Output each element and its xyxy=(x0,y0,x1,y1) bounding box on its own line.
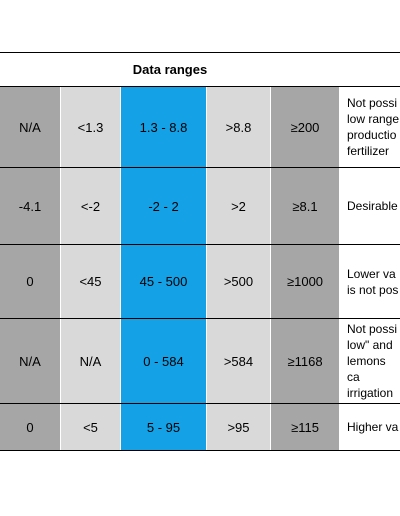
cell-note: Not possi low range productio fertilizer xyxy=(347,96,400,158)
cell-col3: 1.3 - 8.8 xyxy=(121,87,206,167)
cell-col4: >2 xyxy=(207,168,270,244)
cell-col2: <5 xyxy=(61,404,120,450)
cell-note: Desirable xyxy=(347,199,398,213)
cell-col5: ≥1168 xyxy=(271,319,339,403)
row-border xyxy=(0,244,400,245)
cell-col5: ≥115 xyxy=(271,404,339,450)
cell-col4: >500 xyxy=(207,245,270,318)
row-border xyxy=(0,318,400,319)
cell-col1: N/A xyxy=(0,87,60,167)
cell-col4: >8.8 xyxy=(207,87,270,167)
cell-col1: 0 xyxy=(0,245,60,318)
cell-col2: <-2 xyxy=(61,168,120,244)
cell-col2: <45 xyxy=(61,245,120,318)
cell-col1: -4.1 xyxy=(0,168,60,244)
cell-col1: N/A xyxy=(0,319,60,403)
cell-col5: ≥200 xyxy=(271,87,339,167)
table-title: Data ranges xyxy=(132,61,208,77)
cell-col2: <1.3 xyxy=(61,87,120,167)
row-border xyxy=(0,167,400,168)
row-border xyxy=(0,403,400,404)
cell-col3: 45 - 500 xyxy=(121,245,206,318)
table-bottom-border xyxy=(0,450,400,451)
table-top-border xyxy=(0,52,400,53)
cell-col2: N/A xyxy=(61,319,120,403)
cell-col1: 0 xyxy=(0,404,60,450)
cell-note: Higher va xyxy=(347,420,399,434)
cell-col3: -2 - 2 xyxy=(121,168,206,244)
cell-col4: >584 xyxy=(207,319,270,403)
cell-col5: ≥1000 xyxy=(271,245,339,318)
header-bottom-border xyxy=(0,86,400,87)
cell-note: Lower va is not pos xyxy=(347,266,399,297)
cell-col3: 0 - 584 xyxy=(121,319,206,403)
cell-note: Not possi low" and lemons ca irrigation xyxy=(347,322,398,400)
cell-col4: >95 xyxy=(207,404,270,450)
cell-col5: ≥8.1 xyxy=(271,168,339,244)
cell-col3: 5 - 95 xyxy=(121,404,206,450)
